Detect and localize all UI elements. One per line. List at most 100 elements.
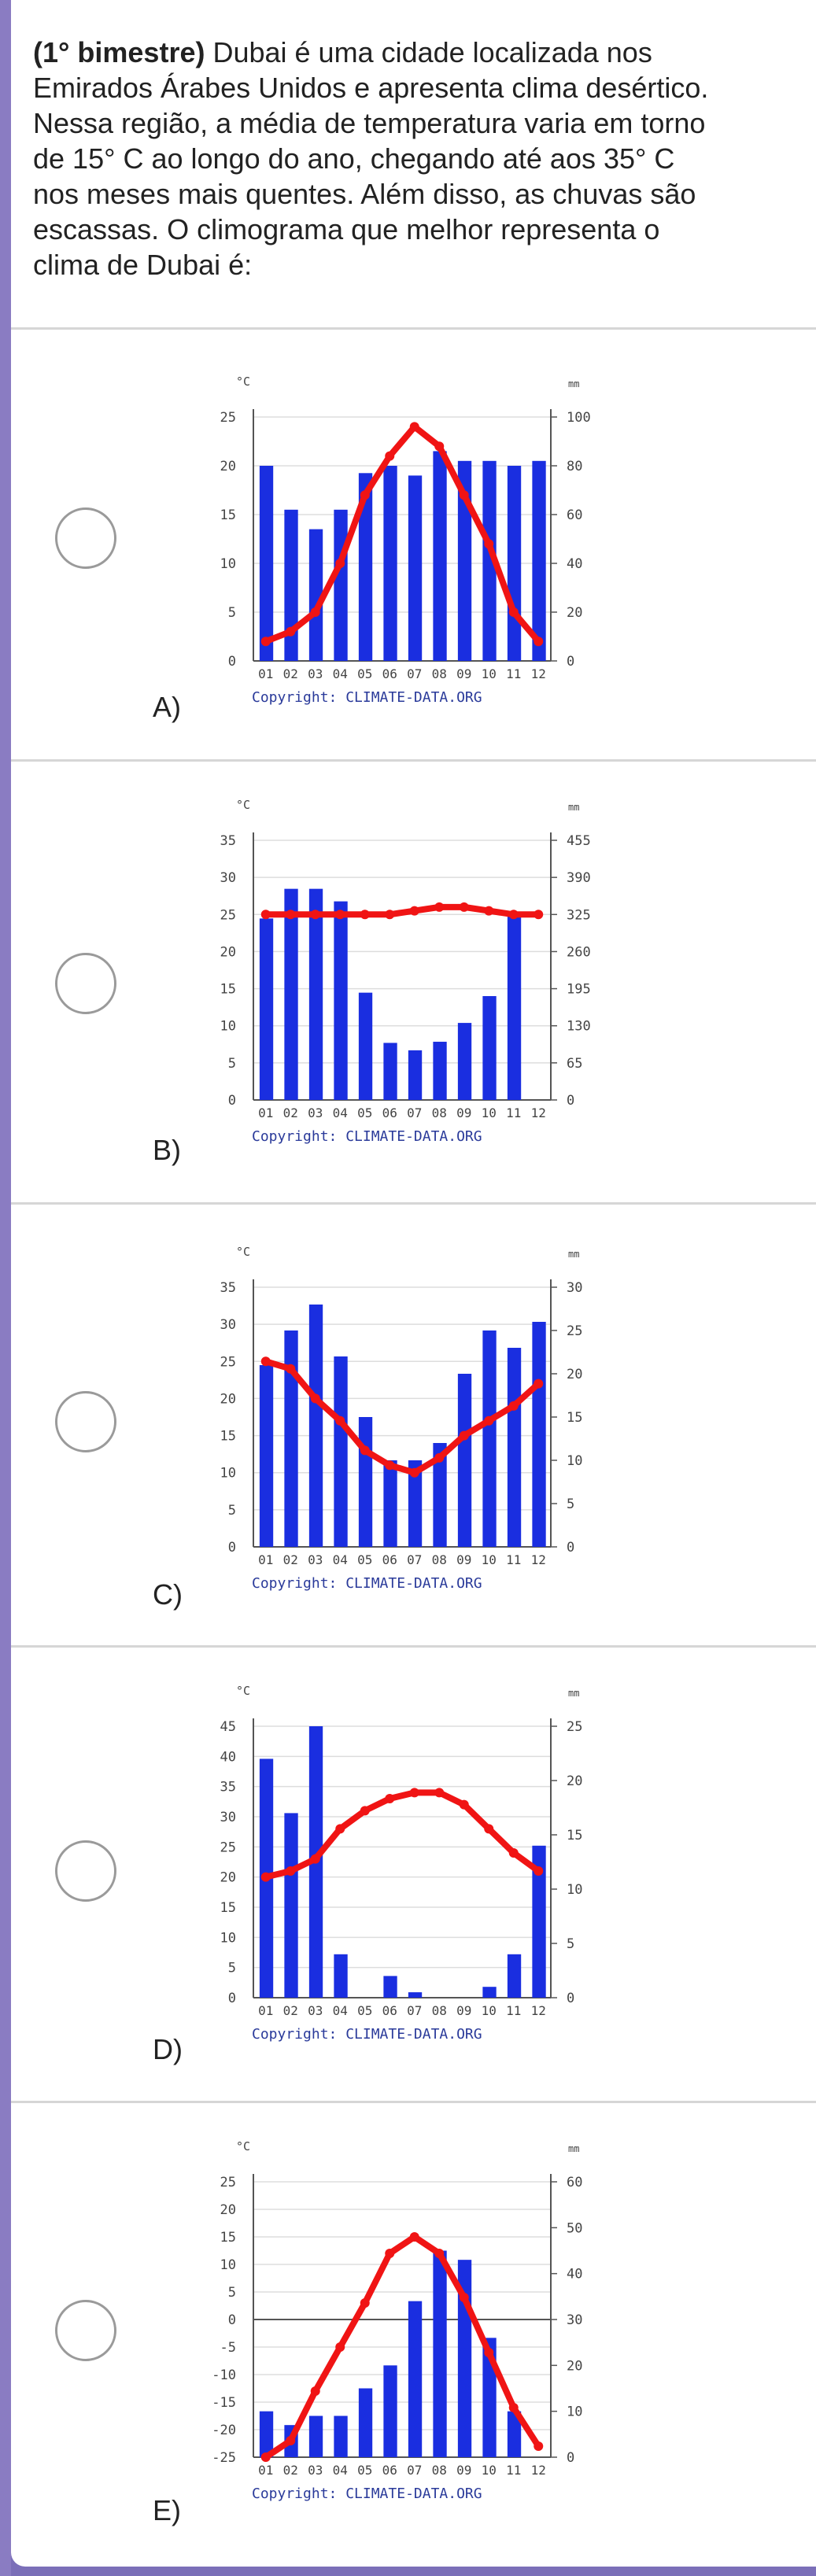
temperature-line bbox=[262, 903, 542, 918]
month-label: 11 bbox=[506, 2463, 521, 2478]
question-line-2: Nessa região, a média de temperatura var… bbox=[33, 107, 706, 139]
y-tick-label-right: 0 bbox=[567, 1991, 574, 2006]
precipitation-bar bbox=[457, 460, 472, 661]
month-label: 08 bbox=[432, 2003, 447, 2018]
side-accent-bar bbox=[0, 0, 11, 2576]
precipitation-bar bbox=[482, 460, 497, 661]
precipitation-bar bbox=[284, 509, 298, 661]
temperature-point bbox=[385, 451, 395, 461]
option-c[interactable]: C) °C mm 35 30 25 20 15 10 5 0 30 25 20 15 10 5 0 01 02 03 0… bbox=[11, 1205, 816, 1645]
option-letter-e: E) bbox=[153, 2494, 181, 2526]
temperature-point bbox=[459, 902, 469, 912]
precipitation-bar bbox=[358, 1417, 373, 1547]
month-label: 11 bbox=[506, 1552, 521, 1567]
temperature-point bbox=[335, 559, 345, 568]
month-label: 07 bbox=[407, 1552, 422, 1567]
precipitation-bar bbox=[433, 451, 447, 661]
y-tick-label-left: -20 bbox=[212, 2423, 236, 2438]
y-tick-label-left: 5 bbox=[228, 1961, 236, 1976]
y-tick-label-right: 40 bbox=[567, 556, 582, 572]
y-tick-label-right: 50 bbox=[567, 2220, 582, 2236]
question-text: (1° bimestre) Dubai é uma cidade localiz… bbox=[33, 35, 800, 282]
month-label: 06 bbox=[382, 666, 397, 681]
question-label: (1° bimestre) bbox=[33, 36, 205, 68]
temperature-point bbox=[534, 910, 544, 920]
month-label: 01 bbox=[258, 2003, 273, 2018]
y-tick-label-right: 80 bbox=[567, 459, 582, 474]
y-tick-label-right: 0 bbox=[567, 1540, 574, 1556]
radio-option-e[interactable] bbox=[55, 2300, 116, 2361]
y-tick-label-left: 20 bbox=[220, 1870, 236, 1886]
option-letter-d: D) bbox=[153, 2033, 183, 2065]
y-tick-label-left: -10 bbox=[212, 2367, 236, 2383]
month-label: 09 bbox=[456, 2003, 471, 2018]
y-tick-label-left: 0 bbox=[228, 654, 236, 670]
option-d[interactable]: D) °C mm 45 40 35 30 25 20 15 10 5 0 25 20 15 10 5 0 01 02 0… bbox=[11, 1648, 816, 2101]
month-label: 02 bbox=[283, 1552, 298, 1567]
y-tick-label-right: 25 bbox=[567, 1323, 582, 1339]
y-tick-label-left: 15 bbox=[220, 2230, 236, 2246]
temperature-point bbox=[534, 637, 544, 647]
month-label: 04 bbox=[333, 2463, 348, 2478]
temperature-point bbox=[434, 1452, 445, 1463]
month-label: 02 bbox=[283, 2003, 298, 2018]
month-label: 09 bbox=[456, 1105, 471, 1120]
temperature-point bbox=[310, 910, 320, 920]
option-e[interactable]: E) °C mm 25 20 15 10 5 0 -5 -10 -15 -20 -25 60 50 40 30 2… bbox=[11, 2103, 816, 2563]
radio-option-b[interactable] bbox=[55, 953, 116, 1014]
temperature-point bbox=[260, 910, 271, 920]
temperature-point bbox=[360, 1445, 370, 1456]
y-tick-label-left: 15 bbox=[220, 507, 236, 523]
month-label: 12 bbox=[531, 666, 546, 681]
month-label: 05 bbox=[357, 1105, 372, 1120]
precipitation-bar bbox=[532, 1322, 546, 1547]
temperature-point bbox=[260, 1356, 271, 1367]
month-label: 07 bbox=[407, 666, 422, 681]
y-tick-label-left: 10 bbox=[220, 556, 236, 572]
question-line-4: nos meses mais quentes. Além disso, as c… bbox=[33, 178, 696, 210]
option-b[interactable]: B) °C mm 35 30 25 20 15 10 5 0 455 390 325 260 195 130 6… bbox=[11, 762, 816, 1202]
precipitation-bar bbox=[308, 888, 323, 1100]
precipitation-bar bbox=[259, 1365, 274, 1547]
radio-option-c[interactable] bbox=[55, 1391, 116, 1452]
y-tick-label-left: 35 bbox=[220, 833, 236, 849]
month-label: 03 bbox=[308, 666, 323, 681]
y-tick-label-left: 5 bbox=[228, 1056, 236, 1072]
y-tick-label-left: 0 bbox=[228, 1093, 236, 1109]
y-tick-label-right: 5 bbox=[567, 1497, 574, 1512]
month-label: 03 bbox=[308, 2463, 323, 2478]
temperature-point bbox=[260, 1872, 271, 1882]
precipitation-bar bbox=[334, 901, 348, 1100]
month-label: 10 bbox=[482, 2003, 497, 2018]
y-tick-label-right: 195 bbox=[567, 982, 591, 998]
precipitation-bar bbox=[284, 1813, 298, 1998]
month-label: 09 bbox=[456, 2463, 471, 2478]
y-tick-label-left: 5 bbox=[228, 1503, 236, 1519]
temperature-point bbox=[508, 1401, 519, 1411]
precipitation-bar bbox=[383, 1043, 397, 1100]
temperature-point bbox=[286, 1364, 296, 1374]
radio-option-d[interactable] bbox=[55, 1840, 116, 1902]
option-a[interactable]: A) °C mm 25 20 15 10 5 0 100 80 60 40 20 0 01 02 03 04 05 0… bbox=[11, 330, 816, 759]
temperature-point bbox=[534, 1866, 544, 1876]
precipitation-bar bbox=[408, 1460, 423, 1547]
month-label: 03 bbox=[308, 1105, 323, 1120]
y-tick-label-left: 45 bbox=[220, 1719, 236, 1735]
temperature-point bbox=[484, 2348, 494, 2357]
temperature-point bbox=[385, 1460, 395, 1471]
climate-chart-b: °C mm 35 30 25 20 15 10 5 0 455 390 325 260 195 130 65 0 0… bbox=[220, 798, 591, 1145]
y-tick-label-left: 0 bbox=[228, 2312, 236, 2328]
radio-option-a[interactable] bbox=[55, 507, 116, 569]
y-tick-label-left: 35 bbox=[220, 1780, 236, 1795]
temperature-point bbox=[286, 626, 296, 637]
precipitation-bar bbox=[507, 1954, 522, 1998]
temperature-unit-label: °C bbox=[236, 1245, 250, 1259]
y-tick-label-left: 25 bbox=[220, 410, 236, 426]
precipitation-bar bbox=[482, 1987, 497, 1998]
temperature-point bbox=[260, 2452, 271, 2462]
month-label: 04 bbox=[333, 2003, 348, 2018]
y-tick-label-right: 15 bbox=[567, 1410, 582, 1426]
y-tick-label-left: 5 bbox=[228, 2285, 236, 2301]
temperature-unit-label: °C bbox=[236, 798, 250, 812]
y-tick-label-right: 130 bbox=[567, 1019, 591, 1035]
